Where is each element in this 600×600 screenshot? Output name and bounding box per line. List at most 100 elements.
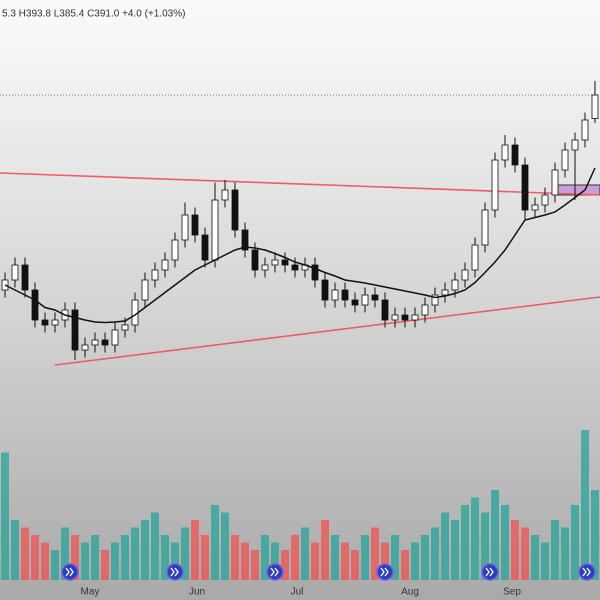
volume-bar: [491, 490, 499, 580]
candle-body: [541, 194, 549, 206]
volume-bar: [11, 520, 19, 580]
event-marker[interactable]: [578, 563, 596, 581]
candle-body: [21, 264, 29, 291]
x-tick-label: Jul: [291, 587, 304, 598]
volume-bar: [111, 542, 119, 580]
trend-line: [54, 296, 600, 366]
candle-body: [311, 264, 319, 281]
candle-body: [281, 259, 289, 266]
volume-bar: [321, 520, 329, 580]
candle-body: [191, 214, 199, 236]
candle-body: [581, 119, 589, 141]
event-icon: [578, 563, 596, 581]
candle-body: [331, 289, 339, 301]
volume-bar: [251, 550, 259, 580]
volume-bar: [331, 535, 339, 580]
volume-bar: [141, 520, 149, 580]
volume-bar: [291, 535, 299, 580]
candle-body: [501, 144, 509, 161]
volume-bar: [21, 527, 29, 580]
moving-average: [4, 167, 596, 324]
candle-body: [181, 214, 189, 241]
x-tick-label: Aug: [401, 587, 419, 598]
candle-body: [111, 329, 119, 346]
event-marker[interactable]: [266, 563, 284, 581]
candle-body: [431, 294, 439, 306]
volume-bar: [241, 542, 249, 580]
ohlc-header: 5.3 H393.8 L385.4 C391.0 +4.0 (+1.03%): [2, 9, 185, 20]
volume-bar: [221, 512, 229, 580]
volume-bar: [271, 542, 279, 580]
volume-bar: [431, 527, 439, 580]
candle-body: [471, 244, 479, 271]
volume-bar: [441, 512, 449, 580]
volume-bar: [521, 527, 529, 580]
volume-pane: [1, 430, 599, 580]
candle-body: [551, 169, 559, 196]
volume-bar: [351, 550, 359, 580]
candle-body: [361, 294, 369, 306]
volume-bar: [471, 497, 479, 580]
price-pane: [0, 81, 600, 366]
volume-bar: [181, 527, 189, 580]
event-icon: [266, 563, 284, 581]
volume-bar: [421, 535, 429, 580]
candle-body: [141, 279, 149, 301]
candle-body: [401, 314, 409, 321]
candle-body: [11, 264, 19, 281]
volume-bar: [131, 527, 139, 580]
x-tick-label: May: [81, 587, 100, 598]
candle-body: [511, 144, 519, 166]
volume-bar: [201, 535, 209, 580]
event-arrows: [170, 567, 179, 577]
candle-body: [591, 94, 599, 119]
event-icon: [376, 563, 394, 581]
candle-body: [481, 209, 489, 246]
candle-body: [251, 249, 259, 271]
candle-body: [91, 339, 99, 346]
candle-body: [41, 319, 49, 326]
candle-body: [201, 234, 209, 261]
volume-bar: [571, 505, 579, 580]
candle-body: [31, 289, 39, 321]
volume-bar: [311, 542, 319, 580]
candle-body: [391, 314, 399, 321]
x-tick-label: Jun: [189, 587, 205, 598]
candle-body: [451, 279, 459, 291]
volume-bar: [261, 535, 269, 580]
volume-bar: [481, 512, 489, 580]
volume-bar: [191, 520, 199, 580]
volume-bar: [81, 542, 89, 580]
event-marker[interactable]: [166, 563, 184, 581]
volume-bar: [391, 535, 399, 580]
candle-body: [411, 314, 419, 321]
event-marker[interactable]: [376, 563, 394, 581]
candle-body: [221, 189, 229, 201]
volume-bar: [381, 542, 389, 580]
event-marker[interactable]: [481, 563, 499, 581]
candle-body: [291, 264, 299, 271]
volume-bar: [51, 550, 59, 580]
candle-body: [211, 199, 219, 261]
event-marker[interactable]: [61, 563, 79, 581]
time-axis: May Jun Jul Aug Sep: [61, 563, 596, 598]
volume-bar: [91, 535, 99, 580]
event-arrows: [65, 567, 74, 577]
candle-body: [121, 324, 129, 331]
volume-bar: [371, 527, 379, 580]
volume-bar: [451, 520, 459, 580]
candle-body: [81, 344, 89, 351]
candle-body: [321, 279, 329, 301]
candle-body: [151, 269, 159, 281]
volume-bar: [561, 527, 569, 580]
event-arrows: [485, 567, 494, 577]
volume-bar: [581, 430, 589, 580]
candle-body: [531, 204, 539, 211]
volume-bar: [61, 527, 69, 580]
candle-body: [371, 294, 379, 301]
volume-bar: [31, 535, 39, 580]
candle-body: [381, 299, 389, 321]
candle-body: [421, 304, 429, 316]
